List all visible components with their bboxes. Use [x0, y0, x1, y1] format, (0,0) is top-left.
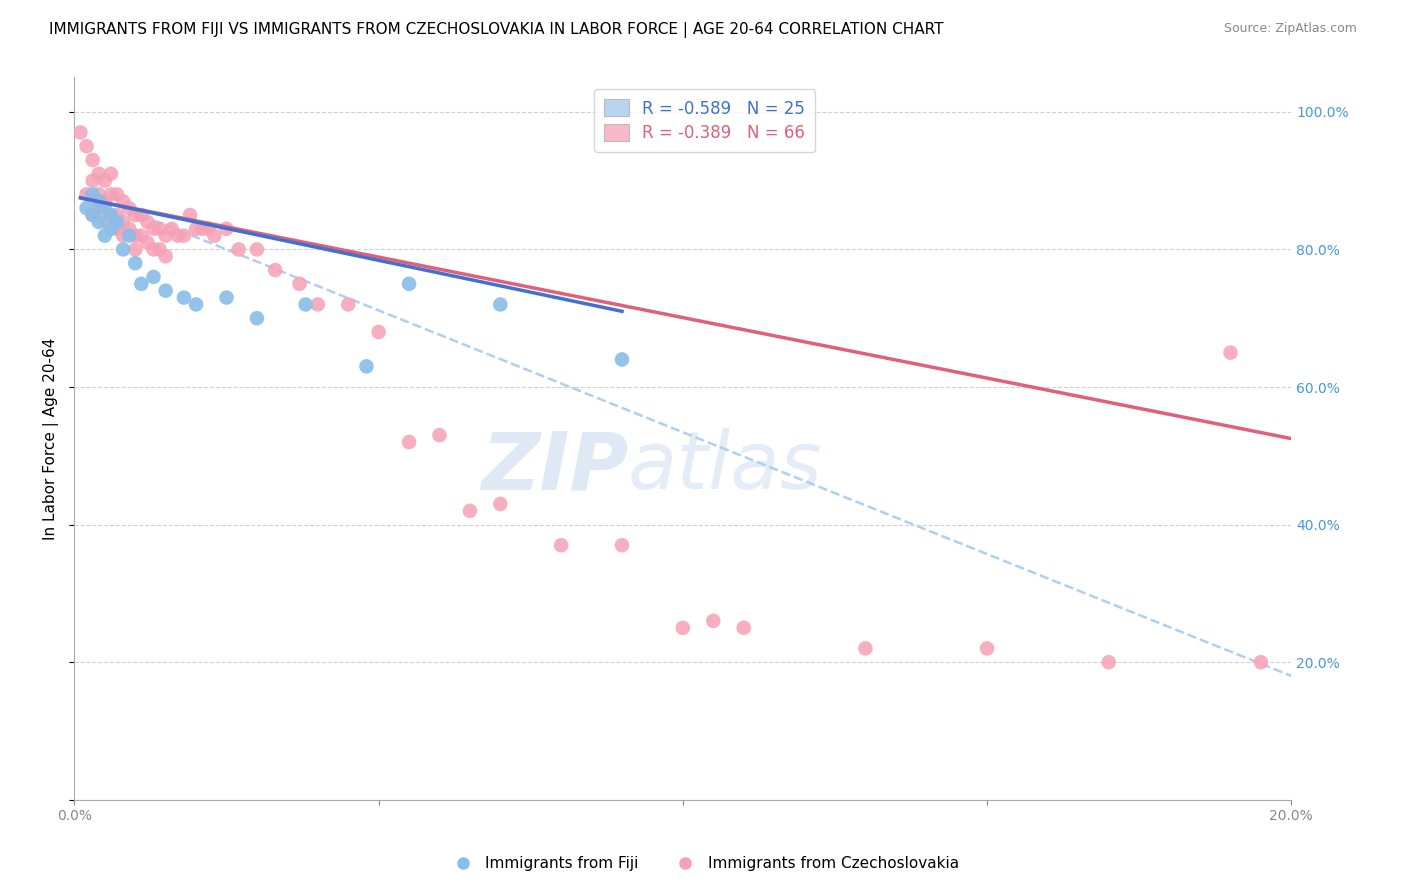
Point [94, 173, 117, 187]
Point [112, 228, 135, 243]
Point [976, 641, 998, 656]
Point [87, 167, 110, 181]
Point [179, 208, 201, 222]
Point [288, 277, 311, 291]
Point [94, 194, 117, 209]
Point [142, 243, 165, 257]
Point [131, 277, 153, 291]
Point [124, 243, 146, 257]
Y-axis label: In Labor Force | Age 20-64: In Labor Force | Age 20-64 [44, 337, 59, 540]
Text: ZIP: ZIP [481, 428, 628, 507]
Point [82, 208, 104, 222]
Point [87, 201, 110, 215]
Point [100, 187, 122, 202]
Point [166, 228, 188, 243]
Point [112, 194, 135, 209]
Point [429, 428, 451, 442]
Point [94, 228, 117, 243]
Point [489, 497, 512, 511]
Point [184, 297, 207, 311]
Point [733, 621, 755, 635]
Point [76, 201, 98, 215]
Point [149, 243, 172, 257]
Point [702, 614, 724, 628]
Point [100, 167, 122, 181]
Point [112, 243, 135, 257]
Point [155, 284, 177, 298]
Point [136, 235, 159, 250]
Point [1219, 345, 1241, 359]
Point [82, 187, 104, 202]
Point [118, 221, 141, 235]
Point [112, 215, 135, 229]
Point [87, 187, 110, 202]
Point [1098, 655, 1121, 669]
Point [118, 228, 141, 243]
Point [398, 277, 420, 291]
Point [105, 208, 128, 222]
Point [173, 228, 195, 243]
Point [149, 221, 172, 235]
Text: IMMIGRANTS FROM FIJI VS IMMIGRANTS FROM CZECHOSLOVAKIA IN LABOR FORCE | AGE 20-6: IMMIGRANTS FROM FIJI VS IMMIGRANTS FROM … [49, 22, 943, 38]
Point [307, 297, 329, 311]
Point [82, 153, 104, 167]
Point [489, 297, 512, 311]
Point [105, 187, 128, 202]
Point [215, 291, 238, 305]
Text: atlas: atlas [628, 428, 823, 507]
Point [184, 221, 207, 235]
Point [82, 173, 104, 187]
Point [173, 291, 195, 305]
Point [855, 641, 877, 656]
Point [87, 215, 110, 229]
Point [118, 201, 141, 215]
Point [124, 256, 146, 270]
Point [155, 228, 177, 243]
Point [356, 359, 378, 374]
Legend: R = -0.589   N = 25, R = -0.389   N = 66: R = -0.589 N = 25, R = -0.389 N = 66 [593, 89, 815, 153]
Point [294, 297, 316, 311]
Point [76, 139, 98, 153]
Point [100, 208, 122, 222]
Point [142, 269, 165, 284]
Point [202, 228, 225, 243]
Point [228, 243, 250, 257]
Text: Source: ZipAtlas.com: Source: ZipAtlas.com [1223, 22, 1357, 36]
Point [142, 221, 165, 235]
Legend: Immigrants from Fiji, Immigrants from Czechoslovakia: Immigrants from Fiji, Immigrants from Cz… [441, 850, 965, 877]
Point [105, 215, 128, 229]
Point [105, 221, 128, 235]
Point [69, 126, 91, 140]
Point [76, 187, 98, 202]
Point [131, 228, 153, 243]
Point [215, 221, 238, 235]
Point [197, 221, 219, 235]
Point [610, 352, 633, 367]
Point [82, 208, 104, 222]
Point [550, 538, 572, 552]
Point [264, 263, 287, 277]
Point [100, 221, 122, 235]
Point [337, 297, 360, 311]
Point [160, 221, 183, 235]
Point [672, 621, 695, 635]
Point [458, 504, 481, 518]
Point [124, 228, 146, 243]
Point [155, 249, 177, 263]
Point [246, 311, 269, 326]
Point [87, 194, 110, 209]
Point [1250, 655, 1272, 669]
Point [100, 208, 122, 222]
Point [246, 243, 269, 257]
Point [136, 215, 159, 229]
Point [367, 325, 389, 339]
Point [191, 221, 214, 235]
Point [131, 208, 153, 222]
Point [610, 538, 633, 552]
Point [124, 208, 146, 222]
Point [94, 201, 117, 215]
Point [398, 435, 420, 450]
Point [94, 215, 117, 229]
